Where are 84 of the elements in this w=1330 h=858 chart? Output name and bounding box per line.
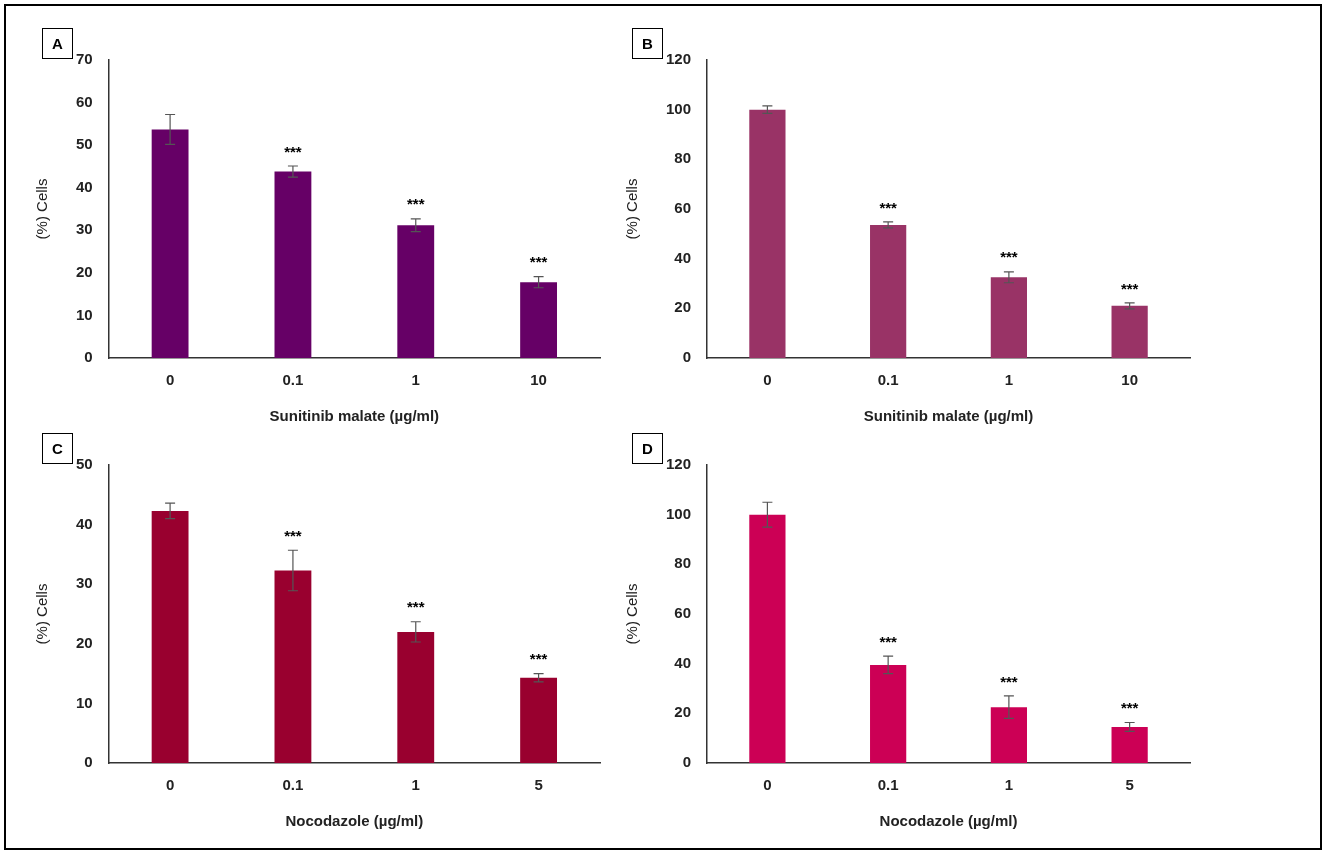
bar bbox=[990, 277, 1027, 358]
chart-title: D bbox=[632, 433, 663, 464]
x-tick-label: 0 bbox=[763, 776, 772, 794]
x-axis-title: Nocodazole (µg/ml) bbox=[879, 812, 1018, 830]
bar bbox=[1111, 726, 1148, 763]
y-axis-title: (%) Cells bbox=[33, 583, 51, 645]
x-tick-label: 1 bbox=[411, 371, 420, 389]
bar bbox=[990, 707, 1027, 763]
x-tick-label: 0.1 bbox=[877, 776, 899, 794]
x-tick-label: 0.1 bbox=[282, 371, 304, 389]
x-tick-label: 5 bbox=[534, 776, 543, 794]
bar bbox=[749, 514, 786, 763]
x-tick-label: 0.1 bbox=[282, 776, 304, 794]
bar bbox=[151, 129, 189, 358]
y-tick-label: 80 bbox=[674, 149, 692, 167]
annotation: *** bbox=[284, 526, 302, 544]
x-tick-label: 0 bbox=[165, 776, 175, 794]
annotation: *** bbox=[1000, 672, 1018, 690]
y-tick-label: 120 bbox=[666, 50, 692, 68]
x-tick-label: 0 bbox=[763, 371, 772, 389]
annotation: *** bbox=[1120, 699, 1139, 717]
bar bbox=[1111, 305, 1148, 358]
bar bbox=[397, 225, 435, 358]
y-tick-label: 0 bbox=[682, 753, 692, 771]
bar bbox=[870, 664, 907, 763]
y-tick-label: 20 bbox=[674, 298, 692, 316]
y-axis-title: (%) Cells bbox=[33, 178, 51, 240]
x-tick-label: 1 bbox=[1004, 371, 1014, 389]
x-tick-label: 1 bbox=[411, 776, 420, 794]
bar bbox=[870, 224, 907, 358]
x-axis-title: Sunitinib malate (µg/ml) bbox=[269, 407, 440, 425]
y-tick-label: 10 bbox=[76, 693, 93, 711]
y-tick-label: 120 bbox=[666, 455, 692, 473]
chart-title: B bbox=[632, 28, 663, 59]
x-tick-label: 0 bbox=[165, 371, 175, 389]
y-tick-label: 30 bbox=[76, 220, 93, 238]
bar bbox=[274, 171, 312, 358]
y-tick-label: 0 bbox=[84, 753, 93, 771]
y-tick-label: 50 bbox=[76, 135, 93, 153]
x-tick-label: 10 bbox=[530, 371, 547, 389]
y-tick-label: 40 bbox=[674, 248, 692, 266]
y-tick-label: 80 bbox=[674, 554, 692, 572]
y-tick-label: 60 bbox=[674, 199, 692, 217]
y-tick-label: 60 bbox=[76, 92, 93, 110]
bar bbox=[397, 631, 435, 763]
y-tick-label: 40 bbox=[76, 514, 93, 532]
y-axis-title: (%) Cells bbox=[623, 178, 641, 240]
y-tick-label: 0 bbox=[682, 348, 692, 366]
annotation: *** bbox=[879, 632, 898, 650]
annotation: *** bbox=[1000, 248, 1018, 266]
annotation: *** bbox=[407, 598, 425, 616]
x-axis-title: Nocodazole (µg/ml) bbox=[285, 812, 424, 830]
y-axis-title: (%) Cells bbox=[623, 583, 641, 645]
y-tick-label: 70 bbox=[76, 50, 93, 68]
annotation: *** bbox=[407, 195, 425, 213]
annotation: *** bbox=[529, 650, 548, 668]
y-tick-label: 20 bbox=[76, 263, 93, 280]
y-tick-label: 10 bbox=[76, 305, 93, 323]
x-tick-label: 0.1 bbox=[877, 371, 899, 389]
annotation: *** bbox=[879, 198, 898, 216]
x-axis-title: Sunitinib malate (µg/ml) bbox=[863, 407, 1034, 425]
annotation: *** bbox=[284, 142, 302, 160]
annotation: *** bbox=[529, 253, 548, 271]
chart-title: C bbox=[42, 433, 73, 464]
y-tick-label: 100 bbox=[666, 99, 692, 117]
y-tick-label: 40 bbox=[674, 653, 692, 671]
annotation: *** bbox=[1120, 279, 1139, 297]
bar bbox=[274, 570, 312, 763]
bar bbox=[749, 109, 786, 358]
y-tick-label: 20 bbox=[76, 633, 93, 651]
y-tick-label: 40 bbox=[76, 177, 93, 195]
bar bbox=[520, 677, 558, 763]
y-tick-label: 100 bbox=[666, 504, 692, 522]
y-tick-label: 20 bbox=[674, 703, 692, 721]
x-tick-label: 10 bbox=[1121, 371, 1138, 389]
y-tick-label: 30 bbox=[76, 574, 93, 592]
x-tick-label: 5 bbox=[1125, 776, 1134, 794]
y-tick-label: 60 bbox=[674, 604, 692, 622]
y-tick-label: 0 bbox=[84, 348, 93, 366]
x-tick-label: 1 bbox=[1004, 776, 1014, 794]
bar bbox=[151, 510, 189, 763]
y-tick-label: 50 bbox=[76, 455, 93, 473]
chart-title: A bbox=[42, 28, 73, 59]
bar bbox=[520, 282, 558, 358]
